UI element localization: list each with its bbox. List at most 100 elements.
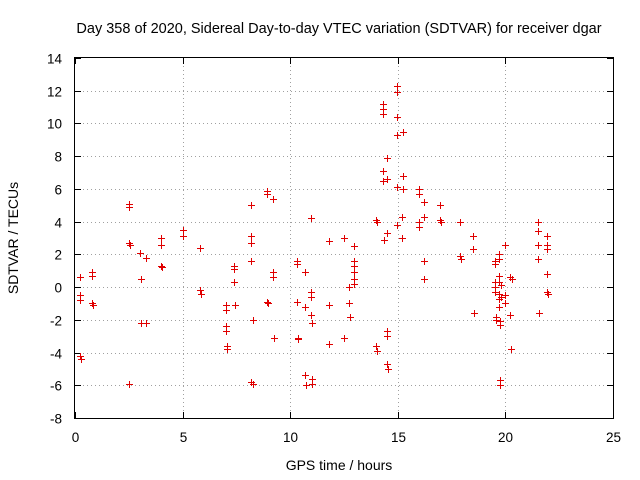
data-point [400,173,407,180]
data-point [137,250,144,257]
data-point [416,191,423,198]
data-point [143,320,150,327]
data-point [471,310,478,317]
data-point [326,238,333,245]
data-point [457,253,464,260]
data-point [309,320,316,327]
data-point [498,294,505,301]
data-point [421,199,428,206]
data-point [78,356,85,363]
grid-lines [75,58,613,418]
data-point [470,233,477,240]
data-point [394,222,401,229]
data-point [197,245,204,252]
data-point [223,307,230,314]
data-point [231,266,238,273]
data-point [77,353,84,360]
y-tick-label: 6 [54,183,62,198]
data-point [509,276,516,283]
y-tick-label: 10 [47,117,62,132]
data-point [470,246,477,253]
data-point [295,336,302,343]
data-point [438,219,445,226]
data-point [400,186,407,193]
data-point [346,284,353,291]
data-point [264,299,271,306]
y-tick-label: -6 [50,379,62,394]
data-point [158,242,165,249]
data-point [380,111,387,118]
data-point [77,297,84,304]
data-point [394,89,401,96]
data-point [309,381,316,388]
data-point [421,214,428,221]
data-point [502,292,509,299]
data-point [223,328,230,335]
data-point [347,314,354,321]
data-point [302,372,309,379]
data-point [143,255,150,262]
y-tick-label: 14 [47,52,63,67]
data-point [394,114,401,121]
data-point [381,237,388,244]
data-point [399,235,406,242]
data-point [248,202,255,209]
data-point [248,233,255,240]
data-point [138,276,145,283]
data-point [158,235,165,242]
data-point [496,256,503,263]
data-point [294,261,301,268]
data-point [421,258,428,265]
data-point [502,242,509,249]
data-point [271,335,278,342]
data-point [294,299,301,306]
data-point [384,155,391,162]
data-point [90,302,97,309]
data-point [250,317,257,324]
axis-ticks: 0 5 10 15 20 25 -8 -6 -4 -2 0 2 4 6 8 10 12 14 [47,52,621,446]
data-point [351,263,358,270]
data-point [437,202,444,209]
y-tick-label: -4 [50,347,62,362]
data-point [457,219,464,226]
chart-title: Day 358 of 2020, Sidereal Day-to-day VTE… [76,21,601,37]
data-point [248,240,255,247]
data-point [77,274,84,281]
data-point [127,242,134,249]
data-point [508,346,515,353]
data-point [341,335,348,342]
data-point [351,269,358,276]
data-point [535,256,542,263]
data-point [458,256,465,263]
data-point [341,235,348,242]
y-tick-label: 8 [54,150,62,165]
data-point [421,276,428,283]
data-point [416,224,423,231]
data-point [544,233,551,240]
data-point [126,204,133,211]
data-point [326,302,333,309]
data-point [308,215,315,222]
data-point [400,129,407,136]
data-point [351,281,358,288]
data-point [394,184,401,191]
data-point [270,196,277,203]
data-point [380,178,387,185]
data-point [250,381,257,388]
data-point [346,300,353,307]
data-point [265,300,272,307]
data-point [380,168,387,175]
data-point [384,230,391,237]
data-point [544,246,551,253]
data-point [394,132,401,139]
data-point [394,83,401,90]
data-point [270,274,277,281]
data-point [159,264,166,271]
data-point [303,382,310,389]
data-point [351,243,358,250]
x-tick-label: 15 [391,430,406,445]
data-point [535,228,542,235]
data-point [158,263,165,270]
data-points [77,83,552,389]
